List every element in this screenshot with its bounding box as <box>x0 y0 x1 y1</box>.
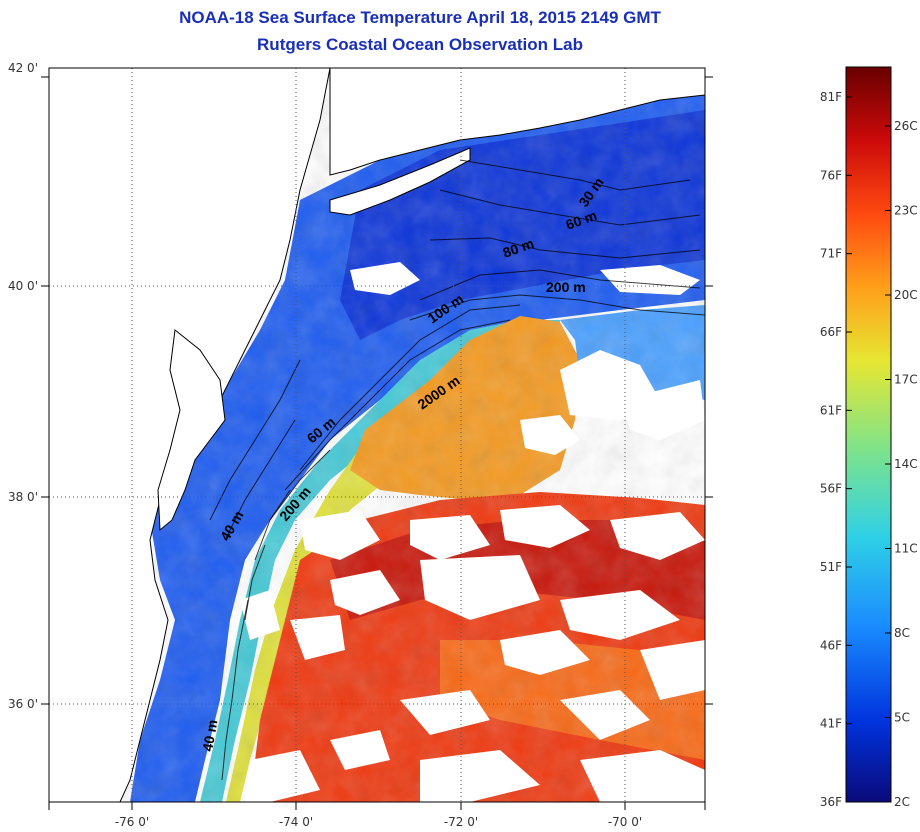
colorbar-f-label: 56F <box>820 482 842 496</box>
colorbar-c-label: 17C <box>894 373 918 387</box>
lon-label-72: -72 0' <box>444 815 478 829</box>
colorbar-c-label: 20C <box>894 288 918 302</box>
lon-label-74: -74 0' <box>279 815 313 829</box>
colorbar-c-label: 2C <box>894 795 910 809</box>
lat-label-38: 38 0' <box>8 490 38 504</box>
colorbar-c-label: 11C <box>894 542 918 556</box>
colorbar-f-label: 66F <box>820 325 842 339</box>
map-title: NOAA-18 Sea Surface Temperature April 18… <box>179 8 661 27</box>
map-subtitle: Rutgers Coastal Ocean Observation Lab <box>257 35 583 54</box>
lat-label-40: 40 0' <box>8 279 38 293</box>
axis-ticks <box>41 76 713 810</box>
colorbar-f-label: 46F <box>820 638 842 652</box>
isobath-label-200m-north: 200 m <box>546 279 586 295</box>
colorbar-c-label: 26C <box>894 119 918 133</box>
colorbar-ticks: 81F 76F 71F 66F 61F 56F 51F 46F 41F 36F 26C 23C 20C 1… <box>820 90 918 809</box>
colorbar <box>845 66 892 803</box>
colorbar-f-label: 51F <box>820 560 842 574</box>
grid-lines <box>49 68 705 802</box>
lat-label-42: 42 0' <box>8 61 38 75</box>
colorbar-c-label: 14C <box>894 457 918 471</box>
colorbar-c-label: 8C <box>894 626 910 640</box>
lon-label-70: -70 0' <box>608 815 642 829</box>
colorbar-f-label: 36F <box>820 795 842 809</box>
isobaths <box>209 159 705 781</box>
sst-field <box>49 68 705 802</box>
lat-label-36: 36 0' <box>8 697 38 711</box>
long-island <box>329 147 471 216</box>
colorbar-f-label: 41F <box>820 717 842 731</box>
colorbar-c-label: 5C <box>894 711 910 725</box>
lon-label-76: -76 0' <box>115 815 149 829</box>
colorbar-f-label: 81F <box>820 90 842 104</box>
plot-frame <box>48 67 706 803</box>
colorbar-f-label: 61F <box>820 403 842 417</box>
clouds <box>240 262 705 802</box>
colorbar-c-label: 23C <box>894 204 918 218</box>
isobath-label-40m-south: 40 m <box>199 718 220 752</box>
colorbar-f-label: 71F <box>820 247 842 261</box>
delmarva <box>157 329 226 532</box>
colorbar-f-label: 76F <box>820 168 842 182</box>
new-england <box>329 68 705 176</box>
